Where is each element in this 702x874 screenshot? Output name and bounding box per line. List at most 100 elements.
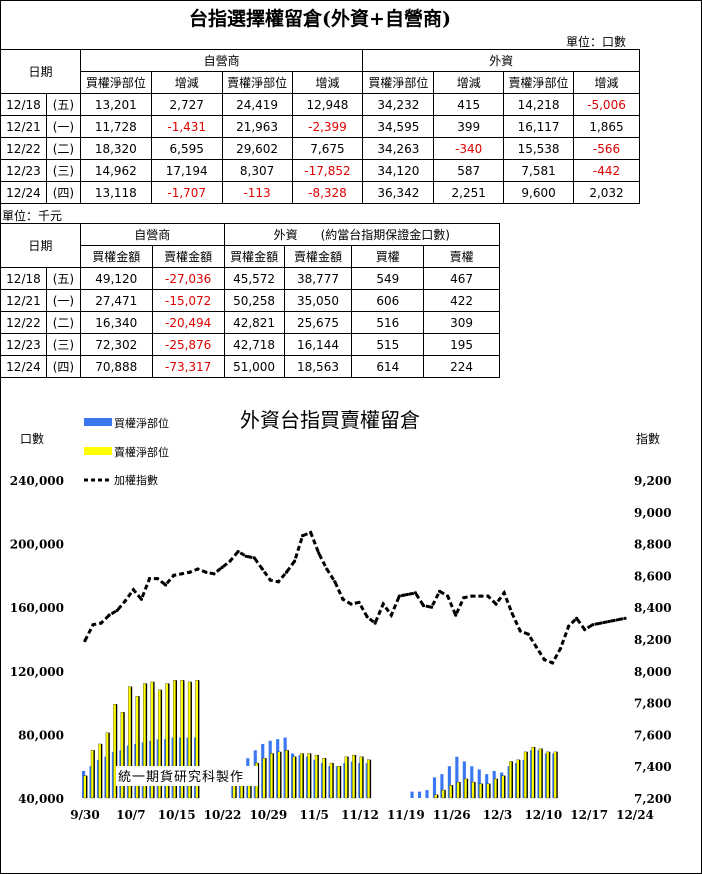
index-point (607, 619, 611, 624)
y-right-tick-label: 9,000 (634, 506, 672, 520)
index-point (566, 624, 571, 628)
index-point (228, 559, 232, 563)
table-cell: 11,728 (79, 115, 152, 138)
index-point (155, 576, 160, 581)
column-header: 增減 (573, 71, 640, 94)
x-tick-label: 12/10 (524, 808, 562, 822)
table-cell: 2,251 (433, 181, 505, 204)
table-cell: 17,194 (150, 159, 223, 182)
y-left-tick-label: 200,000 (10, 538, 64, 552)
bar-call (417, 791, 422, 798)
table-row: 12/18 (五) 13,201 2,727 24,419 12,948 34,232 415… (0, 93, 640, 116)
index-point (260, 567, 264, 571)
row-weekday: (二) (45, 137, 81, 160)
table-cell: 515 (351, 333, 425, 356)
index-point (526, 632, 530, 636)
index-point (220, 565, 224, 570)
column-header: 賣權金額 (151, 245, 225, 268)
x-tick-label: 11/12 (341, 808, 379, 822)
x-tick-label: 10/22 (204, 808, 242, 822)
table-cell: 224 (423, 355, 500, 378)
index-point (486, 594, 490, 598)
index-point (510, 611, 514, 616)
index-point (462, 596, 466, 600)
column-header: 增減 (433, 71, 505, 94)
index-point (83, 638, 87, 643)
table1-unit: 單位：口數 (566, 35, 627, 49)
row-weekday: (二) (45, 311, 81, 334)
table-cell: 1,865 (573, 115, 640, 138)
index-point (591, 623, 595, 627)
table-cell: 549 (351, 267, 425, 290)
index-point (518, 629, 522, 633)
table-cell: -8,328 (291, 181, 364, 204)
y-axis-left-label: 口數 (20, 432, 44, 446)
table-row: 12/23 (三) 72,302 -25,876 42,718 16,144 515 195 (0, 333, 500, 356)
index-point (123, 599, 127, 603)
x-tick-label: 11/5 (299, 808, 328, 822)
index-point (292, 559, 297, 563)
table-cell: 606 (351, 289, 425, 312)
index-point (438, 589, 442, 593)
index-point (107, 613, 111, 617)
y-right-tick-label: 8,000 (634, 665, 672, 679)
table-cell: 27,471 (79, 289, 153, 312)
table-cell: 6,595 (150, 137, 223, 160)
table-cell: 415 (433, 93, 505, 116)
bar-call (432, 777, 437, 798)
table-cell: 50,258 (223, 289, 285, 312)
options-amount-table: 日期 自營商 外資 (約當台指期保證金口數) 買權金額 賣權金額 買權金額 賣權金額買… (0, 223, 501, 378)
table-row: 12/18 (五) 49,120 -27,036 45,572 38,777 549 467 (0, 267, 500, 290)
index-point (244, 554, 248, 558)
index-point (115, 608, 119, 612)
table-cell: 16,340 (79, 311, 153, 334)
index-point (623, 616, 627, 620)
table-cell: 587 (433, 159, 505, 182)
row-date: 12/18 (0, 267, 47, 290)
row-date: 12/24 (0, 181, 47, 204)
y-left-tick-label: 80,000 (18, 728, 64, 742)
table-cell: 34,595 (362, 115, 435, 138)
index-point (301, 534, 305, 538)
index-point (252, 556, 256, 560)
column-header: 買權淨部位 (362, 71, 435, 94)
index-point (236, 549, 240, 554)
index-point (534, 645, 538, 649)
index-point (99, 621, 103, 625)
index-point (381, 602, 385, 606)
index-point (357, 600, 361, 605)
table-cell: -5,006 (573, 93, 640, 116)
group-header-dealer: 自營商 (79, 223, 225, 246)
table-cell: 36,342 (362, 181, 435, 204)
column-header: 增減 (291, 71, 364, 94)
index-point (212, 572, 216, 576)
table-cell: -73,317 (151, 355, 225, 378)
index-point (405, 592, 409, 597)
legend-label-index: 加權指數 (114, 473, 158, 487)
table-cell: 42,821 (223, 311, 285, 334)
index-point (615, 618, 619, 622)
table-cell: 9,600 (503, 181, 574, 204)
table-cell: 51,000 (223, 355, 285, 378)
table-cell: -340 (433, 137, 505, 160)
index-point (478, 594, 482, 598)
table-cell: -442 (573, 159, 640, 182)
table-cell: 72,302 (79, 333, 153, 356)
table-cell: 614 (351, 355, 425, 378)
column-header: 買權金額 (223, 245, 285, 268)
index-point (550, 661, 555, 665)
index-point (276, 580, 281, 584)
row-weekday: (四) (45, 181, 81, 204)
table-cell: 516 (351, 311, 425, 334)
watermark-box (116, 766, 258, 786)
row-weekday: (三) (45, 333, 81, 356)
table-cell: 309 (423, 311, 500, 334)
table-cell: -566 (573, 137, 640, 160)
index-point (139, 597, 144, 601)
index-point (317, 551, 321, 555)
y-right-tick-label: 8,600 (634, 569, 672, 583)
table-cell: 18,563 (283, 355, 353, 378)
options-position-table: 日期 自營商 外資 買權淨部位 增減 賣權淨部位 增減 買權淨部位 增減 賣權淨部位 增減 1… (0, 49, 640, 204)
index-point (180, 572, 184, 576)
